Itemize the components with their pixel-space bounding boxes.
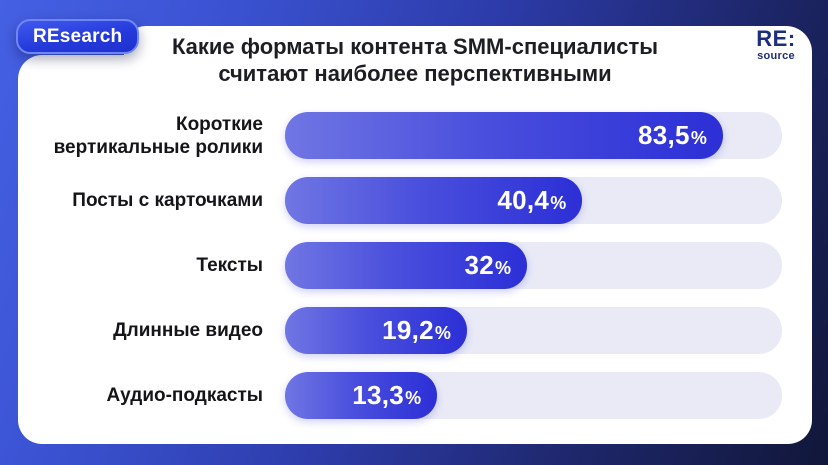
percent-sign: % xyxy=(690,128,707,148)
research-badge: REsearch xyxy=(16,19,140,54)
value-number: 40,4 xyxy=(497,185,550,215)
bar: 19,2% xyxy=(285,307,467,354)
bar: 83,5% xyxy=(285,112,723,159)
bar-track: 40,4% xyxy=(285,177,782,224)
bar-track: 13,3% xyxy=(285,372,782,419)
resource-logo-text: RE: xyxy=(756,26,796,51)
value-label: 13,3% xyxy=(352,380,421,411)
category-label: Посты с карточками xyxy=(72,190,263,211)
value-number: 13,3 xyxy=(352,380,405,410)
resource-logo: RE: source xyxy=(746,28,806,62)
value-label: 40,4% xyxy=(497,185,566,216)
category-label: Тексты xyxy=(196,255,263,276)
value-label: 83,5% xyxy=(638,120,707,151)
bar-track: 19,2% xyxy=(285,307,782,354)
chart-row: Аудио-подкасты 13,3% xyxy=(36,372,782,419)
percent-sign: % xyxy=(405,388,422,408)
percent-sign: % xyxy=(550,193,567,213)
bar: 40,4% xyxy=(285,177,583,224)
category-label: Аудио-подкасты xyxy=(106,385,263,406)
value-label: 19,2% xyxy=(382,315,451,346)
chart-row: Посты с карточками 40,4% xyxy=(36,177,782,224)
resource-logo-subtext: source xyxy=(757,50,795,62)
category-label: Короткие вертикальные ролики xyxy=(53,113,263,158)
percent-sign: % xyxy=(434,323,451,343)
percent-sign: % xyxy=(495,258,512,278)
bar-track: 83,5% xyxy=(285,112,782,159)
bar-chart: Короткие вертикальные ролики 83,5% Посты… xyxy=(36,112,782,437)
chart-row: Короткие вертикальные ролики 83,5% xyxy=(36,112,782,159)
chart-title: Какие форматы контента SMM-специалисты с… xyxy=(171,34,659,86)
bar: 32% xyxy=(285,242,528,289)
chart-row: Длинные видео 19,2% xyxy=(36,307,782,354)
chart-row: Тексты 32% xyxy=(36,242,782,289)
bar-track: 32% xyxy=(285,242,782,289)
category-label: Длинные видео xyxy=(113,320,263,341)
research-badge-label: REsearch xyxy=(33,25,123,47)
value-label: 32% xyxy=(464,250,511,281)
value-number: 19,2 xyxy=(382,315,434,345)
value-number: 83,5 xyxy=(638,120,690,150)
bar: 13,3% xyxy=(285,372,438,419)
value-number: 32 xyxy=(464,250,495,280)
